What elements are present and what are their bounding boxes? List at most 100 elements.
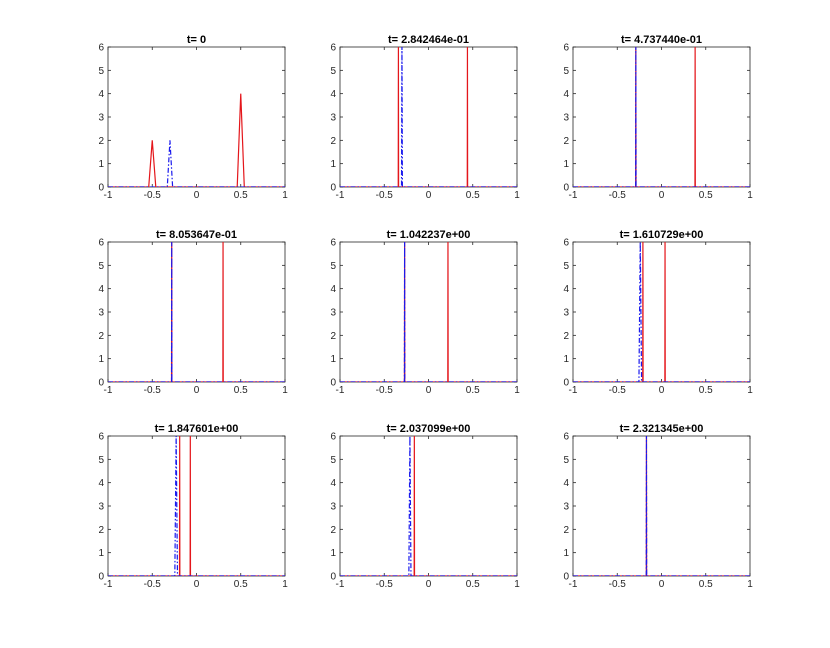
x-tick-label: -0.5 bbox=[609, 190, 627, 201]
subplot-3: -1 -0.5 0 0.5 1 0 1 2 3 4 5 6 t= 4.737440e-01 bbox=[563, 34, 753, 201]
subplot-title: t= 1.610729e+00 bbox=[620, 229, 704, 241]
y-tick-label: 1 bbox=[330, 159, 336, 170]
y-tick-label: 4 bbox=[330, 478, 336, 489]
x-tick-label: 1 bbox=[282, 385, 288, 396]
x-tick-label: 0.5 bbox=[466, 579, 480, 590]
y-tick-label: 6 bbox=[563, 238, 569, 249]
subplot-5: -1 -0.5 0 0.5 1 0 1 2 3 4 5 6 t= 1.042237e+00 bbox=[330, 229, 520, 396]
x-tick-label: -1 bbox=[336, 385, 345, 396]
y-tick-label: 6 bbox=[330, 432, 336, 443]
x-tick-label: 1 bbox=[747, 385, 753, 396]
axes-frame bbox=[107, 241, 286, 383]
x-tick-label: 0 bbox=[659, 579, 665, 590]
y-tick-label: 5 bbox=[98, 66, 104, 77]
x-tick-label: 1 bbox=[747, 190, 753, 201]
y-tick-label: 2 bbox=[98, 331, 104, 342]
subplot-1: -1 -0.5 0 0.5 1 0 1 2 3 4 5 6 t= 0 bbox=[98, 34, 288, 201]
y-tick-label: 0 bbox=[98, 183, 104, 194]
x-tick-label: 0 bbox=[659, 385, 665, 396]
x-tick-label: -1 bbox=[336, 579, 345, 590]
x-tick-label: -1 bbox=[569, 190, 578, 201]
y-tick-label: 5 bbox=[330, 455, 336, 466]
x-tick-label: 0 bbox=[426, 190, 432, 201]
y-tick-label: 1 bbox=[330, 548, 336, 559]
x-tick-label: 0 bbox=[426, 385, 432, 396]
x-tick-label: 0 bbox=[194, 579, 200, 590]
y-tick-label: 0 bbox=[98, 572, 104, 583]
subplot-title: t= 1.042237e+00 bbox=[387, 229, 471, 241]
y-tick-label: 4 bbox=[98, 89, 104, 100]
y-tick-label: 6 bbox=[563, 432, 569, 443]
y-tick-label: 4 bbox=[330, 89, 336, 100]
y-tick-label: 6 bbox=[330, 43, 336, 54]
y-tick-label: 1 bbox=[330, 354, 336, 365]
y-tick-label: 0 bbox=[330, 183, 336, 194]
subplot-title: t= 4.737440e-01 bbox=[621, 34, 702, 46]
x-tick-label: -1 bbox=[104, 385, 113, 396]
y-tick-label: 2 bbox=[563, 525, 569, 536]
subplot-4: -1 -0.5 0 0.5 1 0 1 2 3 4 5 6 t= 8.053647e-01 bbox=[98, 229, 288, 396]
y-tick-label: 1 bbox=[98, 354, 104, 365]
series-line-red-solid bbox=[108, 93, 285, 187]
axes-frame bbox=[572, 435, 751, 577]
y-tick-label: 3 bbox=[98, 308, 104, 319]
y-tick-label: 2 bbox=[563, 331, 569, 342]
x-tick-label: 0.5 bbox=[699, 385, 713, 396]
y-tick-label: 6 bbox=[563, 43, 569, 54]
series-line-red-solid bbox=[340, 47, 517, 187]
y-tick-label: 0 bbox=[98, 378, 104, 389]
y-tick-label: 3 bbox=[563, 502, 569, 513]
y-tick-label: 0 bbox=[563, 378, 569, 389]
y-tick-label: 1 bbox=[563, 548, 569, 559]
y-tick-label: 0 bbox=[330, 378, 336, 389]
subplot-title: t= 8.053647e-01 bbox=[156, 229, 237, 241]
y-tick-label: 1 bbox=[563, 354, 569, 365]
y-tick-label: 5 bbox=[563, 261, 569, 272]
x-tick-label: 0.5 bbox=[234, 579, 248, 590]
axes-frame bbox=[572, 46, 751, 188]
x-tick-label: -0.5 bbox=[376, 385, 394, 396]
x-tick-label: 0 bbox=[194, 385, 200, 396]
y-tick-label: 4 bbox=[563, 284, 569, 295]
x-tick-label: -0.5 bbox=[144, 190, 162, 201]
subplot-title: t= 2.842464e-01 bbox=[388, 34, 469, 46]
x-tick-label: 0 bbox=[194, 190, 200, 201]
x-tick-label: -1 bbox=[569, 385, 578, 396]
x-tick-label: 0.5 bbox=[234, 190, 248, 201]
y-tick-label: 6 bbox=[98, 432, 104, 443]
x-tick-label: 0.5 bbox=[699, 579, 713, 590]
x-tick-label: 1 bbox=[747, 579, 753, 590]
y-tick-label: 5 bbox=[563, 66, 569, 77]
subplot-title: t= 0 bbox=[187, 34, 206, 46]
y-tick-label: 3 bbox=[330, 113, 336, 124]
y-tick-label: 5 bbox=[98, 261, 104, 272]
y-tick-label: 4 bbox=[563, 478, 569, 489]
y-tick-label: 2 bbox=[330, 525, 336, 536]
x-tick-label: 1 bbox=[514, 385, 520, 396]
x-tick-label: -1 bbox=[104, 579, 113, 590]
x-tick-label: 1 bbox=[282, 579, 288, 590]
axes-frame bbox=[339, 241, 518, 383]
y-tick-label: 1 bbox=[98, 159, 104, 170]
y-tick-label: 6 bbox=[98, 238, 104, 249]
axes-frame bbox=[339, 46, 518, 188]
y-tick-label: 5 bbox=[330, 261, 336, 272]
y-tick-label: 2 bbox=[563, 136, 569, 147]
x-tick-label: 1 bbox=[514, 190, 520, 201]
x-tick-label: -1 bbox=[569, 579, 578, 590]
x-tick-label: 0.5 bbox=[466, 385, 480, 396]
y-tick-label: 6 bbox=[98, 43, 104, 54]
subplot-title: t= 1.847601e+00 bbox=[155, 423, 239, 435]
series-line-red-solid bbox=[108, 436, 285, 576]
subplot-9: -1 -0.5 0 0.5 1 0 1 2 3 4 5 6 t= 2.321345e+00 bbox=[563, 423, 753, 590]
y-tick-label: 1 bbox=[98, 548, 104, 559]
y-tick-label: 6 bbox=[330, 238, 336, 249]
axes-frame bbox=[107, 435, 286, 577]
subplot-title: t= 2.037099e+00 bbox=[387, 423, 471, 435]
x-tick-label: -0.5 bbox=[376, 579, 394, 590]
axes-frame bbox=[339, 435, 518, 577]
series-line-red-solid bbox=[573, 242, 750, 382]
x-tick-label: -1 bbox=[104, 190, 113, 201]
x-tick-label: -0.5 bbox=[144, 385, 162, 396]
